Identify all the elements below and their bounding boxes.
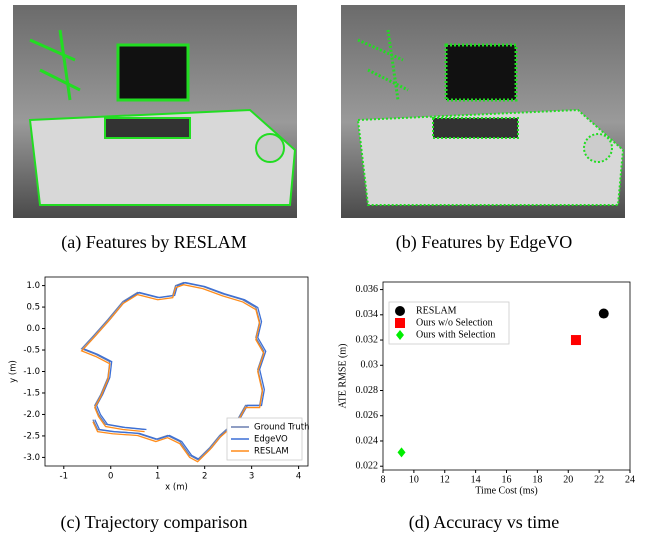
y-tick-label: 1.0 xyxy=(26,281,40,291)
legend-label: Ours w/o Selection xyxy=(416,317,493,328)
x-axis-label: x (m) xyxy=(165,483,188,493)
figure-canvas: (a) Features by RESLAM (b) Features by E… xyxy=(0,0,648,540)
y-tick-label: 0.036 xyxy=(356,284,379,295)
y-tick-label: 0.0 xyxy=(26,324,40,334)
y-tick-label: -2.5 xyxy=(23,431,40,441)
caption: (b) Features by EdgeVO xyxy=(396,232,572,253)
image-b xyxy=(341,5,625,218)
y-tick-label: -0.5 xyxy=(23,346,40,356)
point xyxy=(398,447,406,457)
legend-swatch xyxy=(395,306,405,316)
image-a xyxy=(13,5,297,218)
x-tick-label: 8 xyxy=(381,474,386,485)
x-tick-label: -1 xyxy=(60,472,68,482)
caption: (c) Trajectory comparison xyxy=(61,512,248,533)
x-tick-label: 16 xyxy=(502,474,512,485)
y-tick-label: -1.0 xyxy=(23,367,40,377)
chart: 8 10 12 14 16 18 20 22 24 0.022 0.024 0.026 0.028 0.0… xyxy=(337,282,635,496)
legend-label: EdgeVO xyxy=(254,435,288,445)
x-tick-label: 22 xyxy=(594,474,604,485)
chart: -1 0 1 2 3 4 1.0 0.5 0.0 -0.5 -1.0 -1.5 -2.0 -2.5 -3.0… xyxy=(9,277,310,493)
x-tick-label: 24 xyxy=(625,474,635,485)
x-tick-label: 18 xyxy=(532,474,542,485)
y-tick-label: 0.5 xyxy=(26,303,40,313)
y-tick-label: 0.028 xyxy=(356,385,379,396)
y-tick-label: -2.0 xyxy=(23,410,40,420)
y-tick-label: -1.5 xyxy=(23,388,40,398)
legend-swatch xyxy=(395,318,405,328)
x-axis-label: Time Cost (ms) xyxy=(475,485,537,496)
y-tick-label: 0.032 xyxy=(356,334,379,345)
point xyxy=(599,309,609,319)
caption: (d) Accuracy vs time xyxy=(409,512,559,533)
legend-label: Ground Truth xyxy=(254,423,310,433)
x-tick-label: 12 xyxy=(440,474,450,485)
x-tick-label: 1 xyxy=(155,472,160,482)
y-tick-label: 0.034 xyxy=(356,309,379,320)
y-tick-label: 0.024 xyxy=(356,435,379,446)
legend-label: RESLAM xyxy=(416,305,457,316)
x-tick-label: 14 xyxy=(471,474,481,485)
y-tick-label: -3.0 xyxy=(23,453,40,463)
y-axis-label: y (m) xyxy=(9,360,19,383)
x-tick-label: 10 xyxy=(409,474,419,485)
point xyxy=(571,335,581,345)
x-tick-label: 4 xyxy=(296,472,301,482)
x-tick-label: 2 xyxy=(202,472,207,482)
caption: (a) Features by RESLAM xyxy=(61,232,246,253)
x-tick-label: 20 xyxy=(563,474,573,485)
legend-label: Ours with Selection xyxy=(416,329,495,340)
legend-label: RESLAM xyxy=(254,447,289,457)
y-tick-label: 0.022 xyxy=(356,461,379,472)
y-tick-label: 0.03 xyxy=(361,360,379,371)
y-axis-label: ATE RMSE (m) xyxy=(337,344,348,409)
x-tick-label: 3 xyxy=(249,472,254,482)
figure: (a) Features by RESLAM (b) Features by E… xyxy=(0,0,648,540)
x-tick-label: 0 xyxy=(108,472,113,482)
y-tick-label: 0.026 xyxy=(356,410,379,421)
